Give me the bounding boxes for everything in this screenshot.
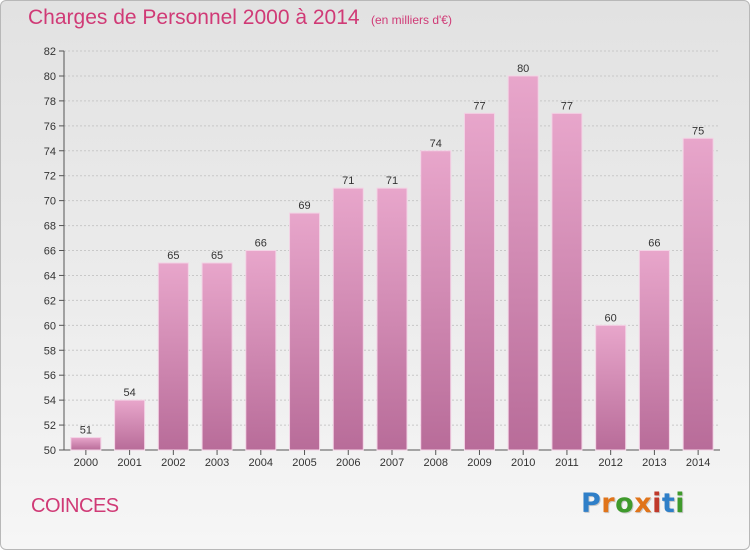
logo-letter: t bbox=[661, 488, 676, 519]
x-tick-label: 2009 bbox=[467, 457, 491, 469]
data-label-2002: 65 bbox=[167, 250, 179, 262]
logo-letter: x bbox=[634, 488, 653, 519]
y-tick-label: 80 bbox=[44, 71, 56, 83]
y-tick-label: 50 bbox=[44, 445, 56, 457]
x-tick-label: 2014 bbox=[686, 457, 710, 469]
bar-2003 bbox=[201, 262, 233, 451]
data-label-2005: 69 bbox=[298, 200, 310, 212]
logo-letter: i bbox=[652, 488, 662, 519]
y-tick-label: 64 bbox=[44, 270, 56, 282]
y-tick-label: 70 bbox=[44, 196, 56, 208]
y-tick-label: 76 bbox=[44, 121, 56, 133]
x-tick-label: 2007 bbox=[380, 457, 404, 469]
data-label-2000: 51 bbox=[80, 425, 92, 437]
y-tick-label: 60 bbox=[44, 320, 56, 332]
y-tick-label: 52 bbox=[44, 420, 56, 432]
y-tick-label: 58 bbox=[44, 345, 56, 357]
data-label-2013: 66 bbox=[648, 238, 660, 250]
data-label-2012: 60 bbox=[605, 312, 617, 324]
x-tick-label: 2008 bbox=[423, 457, 447, 469]
data-label-2003: 65 bbox=[211, 250, 223, 262]
bar-2010 bbox=[507, 75, 539, 451]
y-tick-label: 62 bbox=[44, 295, 56, 307]
y-tick-label: 72 bbox=[44, 171, 56, 183]
bar-2008 bbox=[420, 150, 452, 451]
logo-letter: i bbox=[675, 488, 686, 519]
data-label-2006: 71 bbox=[342, 175, 354, 187]
commune-name: COINCES bbox=[31, 495, 119, 517]
data-label-2009: 77 bbox=[473, 100, 485, 112]
data-label-2001: 54 bbox=[123, 387, 135, 399]
logo-letter: r bbox=[601, 488, 616, 519]
data-label-2014: 75 bbox=[692, 125, 704, 137]
data-label-2008: 74 bbox=[430, 138, 442, 150]
bar-2006 bbox=[332, 187, 364, 451]
y-tick-label: 68 bbox=[44, 221, 56, 233]
bar-2007 bbox=[376, 187, 408, 451]
data-label-2007: 71 bbox=[386, 175, 398, 187]
data-label-2011: 77 bbox=[561, 100, 573, 112]
chart-title: Charges de Personnel 2000 à 2014 bbox=[28, 6, 360, 29]
data-label-2004: 66 bbox=[255, 238, 267, 250]
y-tick-label: 82 bbox=[44, 46, 56, 58]
y-tick-label: 66 bbox=[44, 246, 56, 258]
x-tick-label: 2001 bbox=[117, 457, 141, 469]
logo-letter: o bbox=[615, 488, 635, 519]
x-tick-label: 2000 bbox=[74, 457, 98, 469]
x-tick-label: 2004 bbox=[249, 457, 273, 469]
bar-2002 bbox=[157, 262, 189, 451]
bar-2011 bbox=[551, 112, 583, 451]
x-tick-label: 2003 bbox=[205, 457, 229, 469]
data-label-2010: 80 bbox=[517, 63, 529, 75]
x-tick-label: 2011 bbox=[555, 457, 579, 469]
bar-2001 bbox=[114, 399, 146, 451]
chart-subtitle: (en milliers d'€) bbox=[371, 13, 452, 27]
x-tick-label: 2010 bbox=[511, 457, 535, 469]
logo-letter: P bbox=[581, 488, 602, 519]
x-tick-label: 2005 bbox=[292, 457, 316, 469]
bar-2012 bbox=[595, 324, 627, 451]
bar-2014 bbox=[682, 137, 714, 451]
bar-2005 bbox=[289, 212, 321, 451]
x-tick-label: 2006 bbox=[336, 457, 360, 469]
x-tick-label: 2002 bbox=[161, 457, 185, 469]
bar-2013 bbox=[638, 250, 670, 451]
x-tick-label: 2012 bbox=[598, 457, 622, 469]
y-tick-label: 74 bbox=[44, 146, 56, 158]
y-tick-label: 54 bbox=[44, 395, 56, 407]
proxiti-logo[interactable]: Proxiti bbox=[581, 488, 685, 519]
bar-2004 bbox=[245, 250, 277, 451]
bar-2009 bbox=[463, 112, 495, 451]
x-tick-label: 2013 bbox=[642, 457, 666, 469]
bar-2000 bbox=[70, 437, 102, 451]
y-tick-label: 56 bbox=[44, 370, 56, 382]
y-tick-label: 78 bbox=[44, 96, 56, 108]
